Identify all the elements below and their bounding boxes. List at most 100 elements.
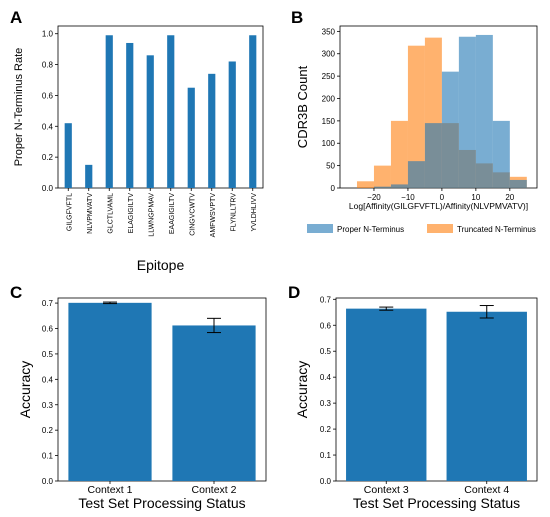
y-axis-title-d: Accuracy <box>294 361 310 419</box>
y-tick-label-c: 0.0 <box>42 477 54 486</box>
y-tick-label-a: 0.8 <box>42 61 54 70</box>
y-tick-label-b: 150 <box>322 117 336 126</box>
y-tick-label-a: 0.6 <box>42 91 54 100</box>
legend-label-truncated: Truncated N-Terminus <box>457 225 536 234</box>
y-tick-label-d: 0.7 <box>320 295 332 304</box>
hist-bar-proper <box>441 71 459 188</box>
hist-bar-proper <box>407 161 425 188</box>
bar-a-elagigiltv <box>126 42 134 188</box>
x-tick-label-b: −10 <box>401 193 415 202</box>
y-tick-label-b: 350 <box>322 27 336 36</box>
y-tick-label-d: 0.5 <box>320 347 332 356</box>
bar-a-flynlltrv <box>228 61 236 188</box>
y-tick-label-c: 0.5 <box>42 350 54 359</box>
x-tick-label-c: Context 2 <box>192 484 237 496</box>
x-tick-label-b: 20 <box>505 193 514 202</box>
x-axis-title-a: Epitope <box>137 257 185 273</box>
chart-d: 0.0 0.1 0.2 0.3 0.4 0.5 0.6 0.7 Context 3 Context… <box>294 295 538 511</box>
y-tick-label-d: 0.6 <box>320 321 332 330</box>
panel-label-c: C <box>10 283 22 302</box>
y-axis-title-b: CDR3B Count <box>295 65 310 148</box>
x-axis-title-c: Test Set Processing Status <box>78 495 245 511</box>
panel-label-a: A <box>10 8 22 27</box>
bar-a-llwngpmav <box>146 55 154 188</box>
x-tick-label-b: −20 <box>367 193 381 202</box>
hist-bar-proper <box>492 120 510 188</box>
bar-d-1 <box>346 308 427 481</box>
y-tick-label-a: 0.4 <box>42 122 54 131</box>
x-axis-title-b: Log[Affinity(GILGFVFTL)/Affinity(NLVPMVA… <box>349 201 528 211</box>
x-tick-label-a: AMFWSVPTV <box>210 193 217 238</box>
legend-label-proper: Proper N-Terminus <box>337 225 404 234</box>
y-tick-label-d: 0.4 <box>320 373 332 382</box>
legend-swatch-truncated <box>427 224 453 233</box>
bar-a-eaagigiltv <box>167 35 175 188</box>
hist-bar-truncated <box>407 45 425 188</box>
hist-bar-proper <box>509 179 527 188</box>
plot-frame-a <box>57 25 264 189</box>
bar-a-cingvcwtv <box>187 87 195 188</box>
y-tick-label-a: 0.0 <box>42 184 54 193</box>
hist-bar-truncated <box>373 165 391 188</box>
y-tick-label-d: 0.3 <box>320 399 332 408</box>
bar-a-glctlvaml <box>105 35 113 188</box>
hist-bar-proper <box>475 34 493 189</box>
x-tick-label-a: GLCTLVAML <box>107 193 114 234</box>
x-tick-label-b: 0 <box>440 193 445 202</box>
y-tick-label-b: 200 <box>322 94 336 103</box>
hist-bar-truncated <box>356 181 374 188</box>
x-tick-label-a: FLYNLLTRV <box>230 193 237 232</box>
x-tick-label-d: Context 3 <box>364 484 409 496</box>
x-tick-label-a: EAAGIGILTV <box>169 193 176 234</box>
bar-a-gilgfvftl <box>64 123 72 188</box>
y-tick-label-d: 0.2 <box>320 425 332 434</box>
y-tick-label-b: 100 <box>322 139 336 148</box>
chart-c: 0.0 0.1 0.2 0.3 0.4 0.5 0.6 0.7 Context 1 Context… <box>17 297 267 511</box>
x-tick-label-a: ELAGIGILTV <box>128 193 135 234</box>
hist-bar-proper <box>390 184 408 188</box>
x-tick-label-d: Context 4 <box>464 484 509 496</box>
chart-a: 0.0 0.2 0.4 0.6 0.8 1.0 GILGFVFTL NLVPMVATV GLCT… <box>13 25 264 273</box>
bar-c-2 <box>172 325 256 481</box>
y-tick-label-a: 1.0 <box>42 30 54 39</box>
y-tick-label-b: 0 <box>331 184 336 193</box>
x-tick-label-c: Context 1 <box>88 484 133 496</box>
x-tick-label-b: 10 <box>471 193 480 202</box>
legend-swatch-proper <box>307 224 333 233</box>
y-tick-label-a: 0.2 <box>42 153 54 162</box>
y-tick-label-c: 0.4 <box>42 375 54 384</box>
plot-frame-d <box>335 297 538 482</box>
chart-b: 0 50 100 150 200 250 300 350 −20 −10 0 10 20 CDR3B Co… <box>295 25 538 234</box>
panel-label-d: D <box>288 283 300 302</box>
y-tick-label-c: 0.6 <box>42 325 54 334</box>
hist-bar-proper <box>458 36 476 189</box>
x-tick-label-a: LLWNGPMAV <box>148 193 155 237</box>
y-tick-label-c: 0.7 <box>42 299 54 308</box>
y-axis-title-a: Proper N-Terminus Rate <box>13 48 25 167</box>
x-tick-label-a: YVLDHLIVV <box>251 193 258 232</box>
y-tick-label-b: 300 <box>322 50 336 59</box>
hist-bar-proper <box>424 123 442 188</box>
y-tick-label-c: 0.3 <box>42 401 54 410</box>
hist-bar-truncated <box>390 120 408 188</box>
x-axis-title-d: Test Set Processing Status <box>353 495 520 511</box>
y-axis-title-c: Accuracy <box>17 361 33 419</box>
y-tick-label-d: 0.0 <box>320 477 332 486</box>
bar-c-1 <box>68 302 152 481</box>
y-tick-label-b: 250 <box>322 72 336 81</box>
hist-bar-proper <box>373 186 391 188</box>
x-tick-label-a: CINGVCWTV <box>189 193 196 236</box>
y-tick-label-b: 50 <box>326 162 335 171</box>
panel-label-b: B <box>291 8 303 27</box>
bar-a-yvldhlivv <box>249 35 257 188</box>
y-tick-label-c: 0.1 <box>42 452 54 461</box>
plot-frame-c <box>57 297 267 482</box>
x-tick-label-a: GILGFVFTL <box>66 193 73 231</box>
y-tick-label-d: 0.1 <box>320 451 332 460</box>
x-tick-label-a: NLVPMVATV <box>87 193 94 234</box>
bar-a-nlvpmvatv <box>85 164 93 188</box>
y-tick-label-c: 0.2 <box>42 426 54 435</box>
bar-a-amfwsvptv <box>208 73 216 188</box>
bar-d-2 <box>446 311 527 481</box>
